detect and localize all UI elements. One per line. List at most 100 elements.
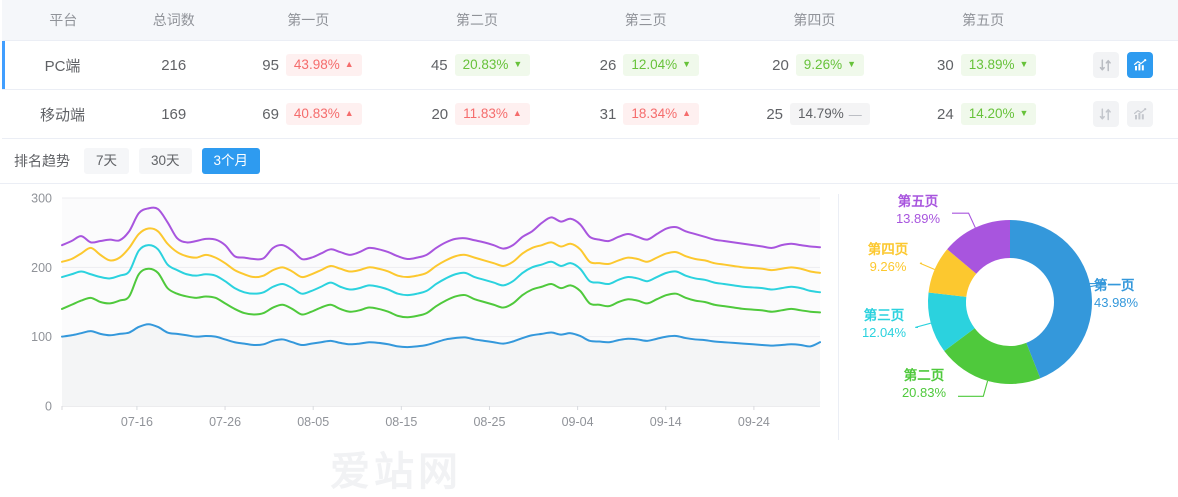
arrow-down-icon: ▼ bbox=[847, 60, 856, 69]
page1-count: 95 bbox=[255, 57, 279, 74]
arrow-up-icon: ▲ bbox=[345, 60, 354, 69]
arrow-up-icon: ▲ bbox=[682, 109, 691, 118]
cell-page5: 30 13.89% ▼ bbox=[899, 41, 1068, 90]
donut-value: 13.89% bbox=[896, 211, 941, 226]
donut-value: 12.04% bbox=[862, 325, 907, 340]
table-body: PC端 216 95 43.98% ▲ 45 20 bbox=[2, 41, 1178, 139]
page3-change-badge: 18.34% ▲ bbox=[623, 103, 699, 125]
arrow-up-icon: ▲ bbox=[345, 109, 354, 118]
page4-change-badge: 9.26% ▼ bbox=[796, 54, 864, 76]
svg-text:300: 300 bbox=[31, 192, 52, 206]
donut-label: 第一页 bbox=[1094, 277, 1135, 293]
page4-change-value: 9.26% bbox=[804, 57, 842, 73]
cell-page1: 95 43.98% ▲ bbox=[224, 41, 393, 90]
arrow-down-icon: ▼ bbox=[513, 60, 522, 69]
donut-label: 第三页 bbox=[864, 307, 905, 323]
arrow-down-icon: ▼ bbox=[1020, 109, 1029, 118]
donut-value: 20.83% bbox=[902, 385, 947, 400]
page1-change-badge: 40.83% ▲ bbox=[286, 103, 362, 125]
donut-chart-svg: 第一页 43.98% 第二页 20.83% 第三页 12.04% 第四页 9.26% 第五页 13… bbox=[838, 184, 1178, 448]
cell-page3: 31 18.34% ▲ bbox=[561, 90, 730, 139]
page-distribution-donut-chart[interactable]: 第一页 43.98% 第二页 20.83% 第三页 12.04% 第四页 9.26% 第五页 13… bbox=[838, 184, 1178, 454]
svg-text:100: 100 bbox=[31, 330, 52, 344]
page4-change-badge: 14.79% — bbox=[790, 103, 870, 125]
cell-page2: 20 11.83% ▲ bbox=[393, 90, 562, 139]
page3-count: 31 bbox=[592, 106, 616, 123]
svg-text:09-04: 09-04 bbox=[562, 415, 594, 429]
chart-icon[interactable] bbox=[1127, 101, 1153, 127]
arrow-down-icon: ▼ bbox=[1020, 60, 1029, 69]
page1-change-badge: 43.98% ▲ bbox=[286, 54, 362, 76]
donut-value: 9.26% bbox=[870, 259, 907, 274]
page2-change-badge: 20.83% ▼ bbox=[455, 54, 531, 76]
column-header-actions bbox=[1067, 0, 1178, 41]
table-row-mobile[interactable]: 移动端 169 69 40.83% ▲ 20 11 bbox=[2, 90, 1178, 139]
flat-dash-icon: — bbox=[849, 108, 862, 121]
cell-actions bbox=[1067, 90, 1178, 139]
page2-change-value: 20.83% bbox=[463, 57, 509, 73]
page5-change-value: 14.20% bbox=[969, 106, 1015, 122]
platform-ranking-table: 平台 总词数 第一页 第二页 第三页 第四页 第五页 PC端 216 95 43… bbox=[0, 0, 1178, 139]
sort-icon[interactable] bbox=[1093, 101, 1119, 127]
cell-actions bbox=[1067, 41, 1178, 90]
cell-page4: 20 9.26% ▼ bbox=[730, 41, 899, 90]
page3-change-badge: 12.04% ▼ bbox=[623, 54, 699, 76]
tab-7days[interactable]: 7天 bbox=[84, 148, 129, 174]
cell-page1: 69 40.83% ▲ bbox=[224, 90, 393, 139]
donut-label: 第五页 bbox=[898, 193, 939, 209]
page4-count: 20 bbox=[765, 57, 789, 74]
page1-change-value: 40.83% bbox=[294, 106, 340, 122]
table-header-row: 平台 总词数 第一页 第二页 第三页 第四页 第五页 bbox=[2, 0, 1178, 41]
svg-text:0: 0 bbox=[45, 400, 52, 414]
donut-value: 43.98% bbox=[1094, 295, 1139, 310]
page3-count: 26 bbox=[592, 57, 616, 74]
table-header: 平台 总词数 第一页 第二页 第三页 第四页 第五页 bbox=[2, 0, 1178, 41]
page5-change-value: 13.89% bbox=[969, 57, 1015, 73]
svg-text:200: 200 bbox=[31, 261, 52, 275]
column-header-page2: 第二页 bbox=[393, 0, 562, 41]
keyword-ranking-panel: 平台 总词数 第一页 第二页 第三页 第四页 第五页 PC端 216 95 43… bbox=[0, 0, 1178, 454]
page5-change-badge: 13.89% ▼ bbox=[961, 54, 1037, 76]
cell-total: 216 bbox=[124, 41, 224, 90]
svg-text:09-14: 09-14 bbox=[650, 415, 682, 429]
cell-page2: 45 20.83% ▼ bbox=[393, 41, 562, 90]
page3-change-value: 18.34% bbox=[631, 106, 677, 122]
tab-30days[interactable]: 30天 bbox=[139, 148, 192, 174]
svg-text:07-26: 07-26 bbox=[209, 415, 241, 429]
svg-text:08-25: 08-25 bbox=[473, 415, 505, 429]
page1-count: 69 bbox=[255, 106, 279, 123]
cell-platform: 移动端 bbox=[2, 90, 124, 139]
svg-text:08-05: 08-05 bbox=[297, 415, 329, 429]
chart-icon[interactable] bbox=[1127, 52, 1153, 78]
page3-change-value: 12.04% bbox=[631, 57, 677, 73]
page4-count: 25 bbox=[759, 106, 783, 123]
page2-count: 20 bbox=[424, 106, 448, 123]
column-header-page3: 第三页 bbox=[561, 0, 730, 41]
column-header-page1: 第一页 bbox=[224, 0, 393, 41]
page5-count: 24 bbox=[930, 106, 954, 123]
trend-toolbar: 排名趋势 7天 30天 3个月 bbox=[0, 139, 1178, 184]
trend-title: 排名趋势 bbox=[14, 151, 70, 171]
page2-change-value: 11.83% bbox=[463, 106, 508, 122]
svg-text:09-24: 09-24 bbox=[738, 415, 770, 429]
svg-text:08-15: 08-15 bbox=[385, 415, 417, 429]
cell-platform: PC端 bbox=[2, 41, 124, 90]
page1-change-value: 43.98% bbox=[294, 57, 340, 73]
page5-count: 30 bbox=[930, 57, 954, 74]
arrow-up-icon: ▲ bbox=[513, 109, 522, 118]
column-header-page4: 第四页 bbox=[730, 0, 899, 41]
donut-label: 第四页 bbox=[868, 241, 909, 257]
column-header-total: 总词数 bbox=[124, 0, 224, 41]
column-header-platform: 平台 bbox=[2, 0, 124, 41]
table-row-pc[interactable]: PC端 216 95 43.98% ▲ 45 20 bbox=[2, 41, 1178, 90]
arrow-down-icon: ▼ bbox=[682, 60, 691, 69]
cell-page3: 26 12.04% ▼ bbox=[561, 41, 730, 90]
donut-label: 第二页 bbox=[904, 367, 945, 383]
page4-change-value: 14.79% bbox=[798, 106, 844, 122]
sort-icon[interactable] bbox=[1093, 52, 1119, 78]
cell-page4: 25 14.79% — bbox=[730, 90, 899, 139]
tab-3months[interactable]: 3个月 bbox=[202, 148, 261, 174]
